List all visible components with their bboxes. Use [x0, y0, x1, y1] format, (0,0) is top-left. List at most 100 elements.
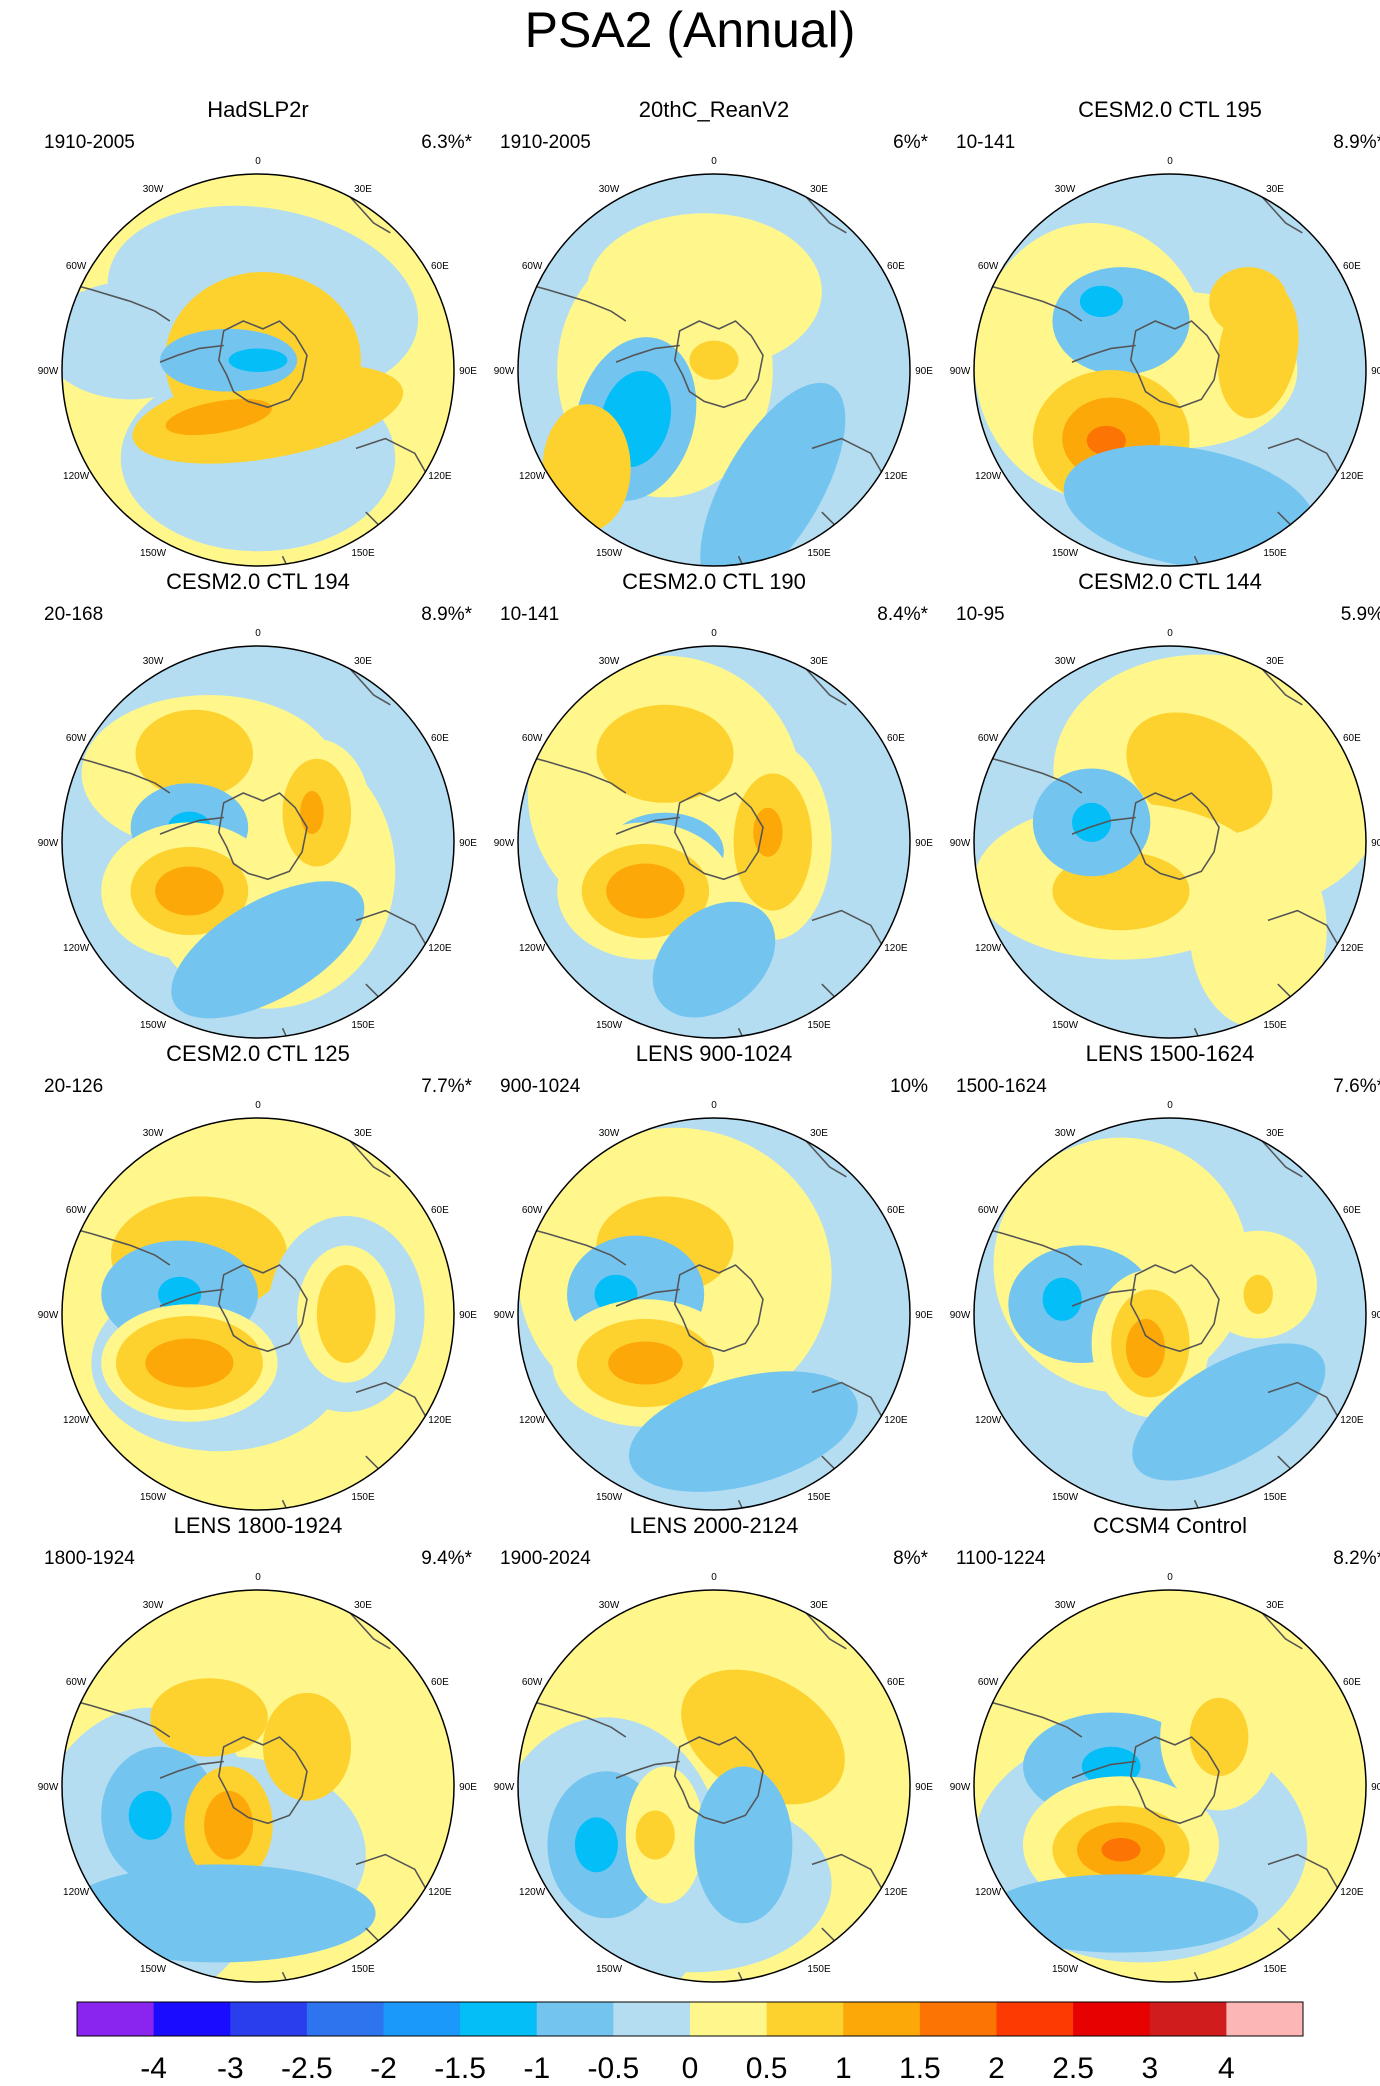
- map-border: [517, 173, 911, 567]
- longitude-label: 120E: [1340, 1887, 1364, 1898]
- longitude-label: 120W: [519, 1415, 546, 1426]
- contour-region: [1081, 1746, 1141, 1786]
- polar-map: 030E60E90E120E150E180150W120W90W60W30W: [494, 628, 933, 1039]
- longitude-label: 60W: [66, 1205, 87, 1216]
- contour-region: [689, 340, 739, 380]
- colorbar-swatch: [843, 2002, 921, 2036]
- panel-title: CESM2.0 CTL 144: [1078, 569, 1262, 594]
- longitude-label: 90W: [494, 1782, 515, 1793]
- longitude-label: 0: [1167, 1100, 1173, 1111]
- contour-region: [128, 1790, 172, 1840]
- map-panel: 030E60E90E120E150E180150W120W90W60W30WLE…: [494, 1512, 934, 1983]
- coastline: [615, 344, 680, 363]
- map-panel: 030E60E90E120E150E180150W120W90W60W30WCE…: [38, 1040, 478, 1511]
- contour-region: [150, 1678, 268, 1757]
- longitude-label: 150E: [1263, 1492, 1287, 1503]
- longitude-label: 60E: [1343, 1677, 1361, 1688]
- main-title: PSA2 (Annual): [524, 2, 856, 58]
- colorbar-swatch: [306, 2002, 385, 2036]
- longitude-label: 90E: [459, 1310, 477, 1321]
- longitude-label: 90W: [950, 1782, 971, 1793]
- polar-map: 030E60E90E120E150E180150W120W90W60W30W: [494, 1100, 933, 1511]
- coastline: [281, 555, 298, 566]
- longitude-label: 60E: [887, 1205, 905, 1216]
- anomaly-field: [974, 174, 1366, 566]
- colorbar-swatch: [1226, 2002, 1304, 2036]
- map-border: [61, 1589, 455, 1983]
- panel-years: 10-141: [500, 604, 560, 625]
- longitude-label: 0: [255, 1572, 261, 1583]
- coastline: [217, 1264, 308, 1353]
- panel-percent: 8.9%*: [421, 604, 472, 625]
- panel-years: 1800-1924: [44, 1548, 135, 1569]
- contour-region: [316, 1265, 376, 1363]
- longitude-label: 90E: [1371, 1310, 1380, 1321]
- coastline: [737, 555, 754, 566]
- contour-region: [165, 398, 272, 436]
- longitude-label: 90W: [38, 1782, 59, 1793]
- contour-region: [1126, 712, 1273, 835]
- coastline: [1129, 1736, 1220, 1825]
- longitude-label: 30E: [1266, 184, 1284, 195]
- anomaly-field: [62, 646, 454, 1038]
- contour-region: [694, 1766, 793, 1924]
- contour-region: [228, 348, 288, 372]
- longitude-label: 60W: [522, 733, 543, 744]
- panel-title: HadSLP2r: [207, 97, 309, 122]
- coastline: [1129, 320, 1220, 409]
- panel-percent: 8.9%*: [1333, 132, 1380, 153]
- panel-title: LENS 2000-2124: [629, 1513, 799, 1538]
- longitude-label: 60W: [978, 1677, 999, 1688]
- longitude-label: 120E: [1340, 471, 1364, 482]
- colorbar-label: -2: [370, 2052, 397, 2085]
- coastline: [62, 753, 171, 794]
- coastline: [281, 1499, 298, 1510]
- map-panel: 030E60E90E120E150E180150W120W90W60W30WCC…: [950, 1512, 1380, 1983]
- colorbar-swatch: [383, 2002, 461, 2036]
- longitude-label: 60E: [431, 733, 449, 744]
- longitude-label: 30W: [143, 656, 164, 667]
- longitude-label: 120W: [63, 1887, 90, 1898]
- map-panel: 030E60E90E120E150E180150W120W90W60W30WLE…: [950, 1040, 1380, 1511]
- panel-title: 20thC_ReanV2: [638, 97, 790, 122]
- longitude-label: 120E: [884, 943, 908, 954]
- map-border: [973, 173, 1367, 567]
- longitude-label: 0: [711, 1572, 717, 1583]
- longitude-label: 120E: [1340, 943, 1364, 954]
- map-panel: 030E60E90E120E150E180150W120W90W60W30WLE…: [494, 1040, 934, 1511]
- map-border: [973, 1589, 1367, 1983]
- longitude-label: 30W: [599, 184, 620, 195]
- coastline: [281, 1027, 298, 1038]
- colorbar-label: -0.5: [588, 2052, 640, 2085]
- coastline: [62, 1697, 171, 1738]
- coastline: [1193, 1971, 1210, 1982]
- map-border: [973, 645, 1367, 1039]
- coastline: [974, 753, 1083, 794]
- panel-percent: 7.6%*: [1333, 1076, 1380, 1097]
- longitude-label: 120E: [884, 1415, 908, 1426]
- panel-title: CESM2.0 CTL 125: [166, 1041, 350, 1066]
- panel-percent: 5.9%: [1340, 604, 1380, 625]
- panel-title: CESM2.0 CTL 195: [1078, 97, 1262, 122]
- coastline: [737, 1027, 754, 1038]
- longitude-label: 0: [1167, 1572, 1173, 1583]
- coastline: [159, 344, 224, 363]
- coastline: [1129, 1264, 1220, 1353]
- colorbar-swatch: [613, 2002, 691, 2036]
- contour-region: [300, 791, 324, 835]
- longitude-label: 30W: [1055, 656, 1076, 667]
- longitude-label: 60W: [978, 1205, 999, 1216]
- longitude-label: 30W: [599, 656, 620, 667]
- contour-region: [1079, 285, 1123, 318]
- longitude-label: 120W: [975, 471, 1002, 482]
- contour-region: [1063, 445, 1316, 566]
- map-panel: 030E60E90E120E150E180150W120W90W60W30WHa…: [38, 96, 478, 567]
- longitude-label: 120W: [63, 1415, 90, 1426]
- longitude-label: 90W: [950, 838, 971, 849]
- contour-region: [628, 1371, 858, 1492]
- longitude-label: 60W: [978, 261, 999, 272]
- polar-map: 030E60E90E120E150E180150W120W90W60W30W: [494, 156, 933, 567]
- longitude-label: 150E: [351, 1964, 375, 1975]
- longitude-label: 30E: [354, 184, 372, 195]
- contour-region: [1052, 267, 1190, 375]
